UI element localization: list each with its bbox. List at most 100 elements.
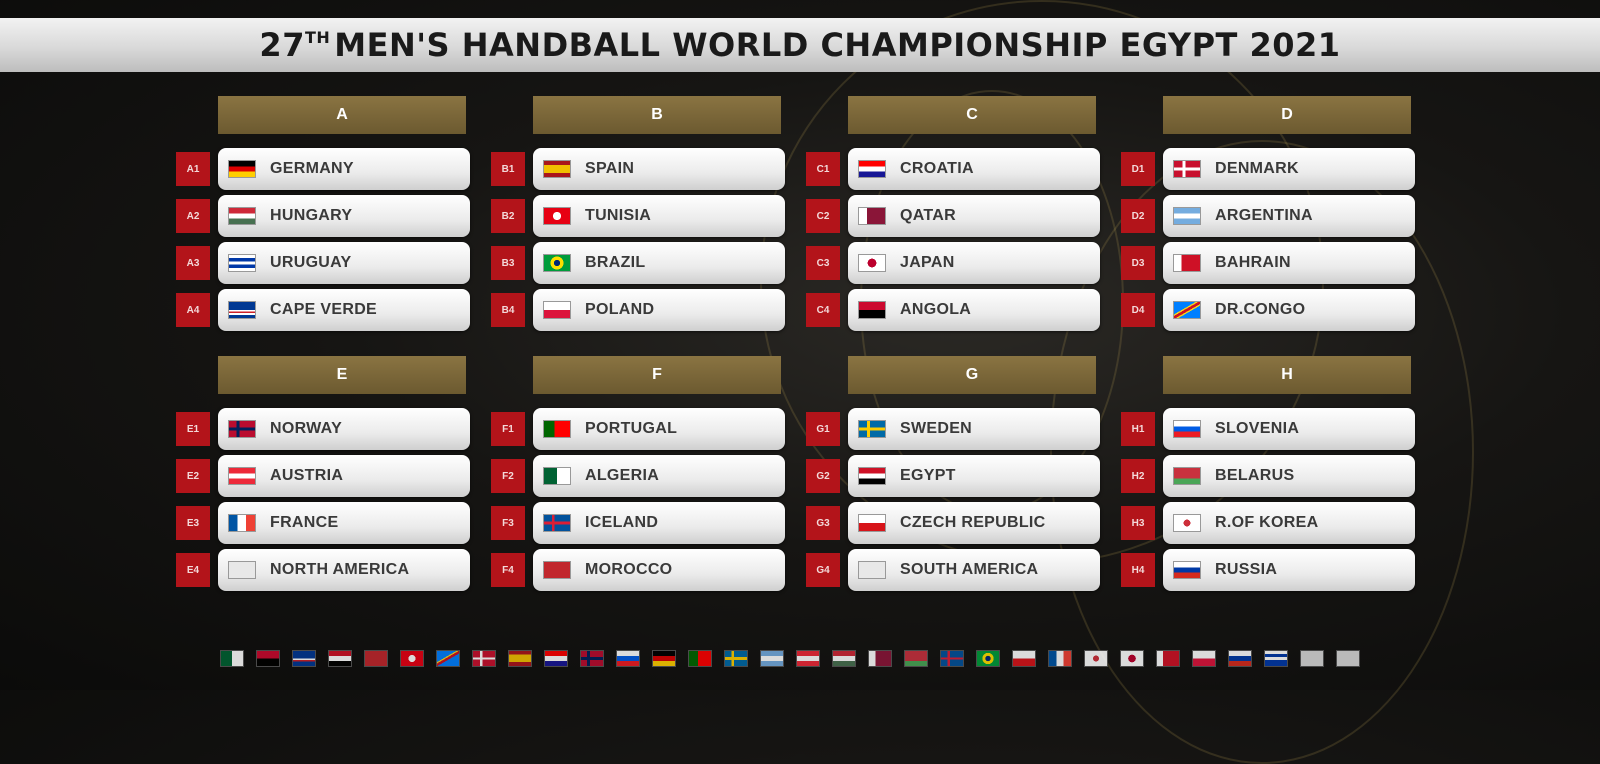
slot-badge: E4 (176, 553, 210, 587)
flag-icon (1173, 207, 1201, 225)
group-header: E (218, 356, 466, 394)
flag-icon (858, 420, 886, 438)
team-name: ALGERIA (585, 467, 660, 484)
team-name: ANGOLA (900, 301, 972, 318)
flag-icon (543, 160, 571, 178)
slot-badge: B1 (491, 152, 525, 186)
slot-badge: E1 (176, 412, 210, 446)
slot-badge: D2 (1121, 199, 1155, 233)
team-name: AUSTRIA (270, 467, 344, 484)
mini-flag-icon (436, 650, 460, 667)
team-name: SOUTH AMERICA (900, 561, 1039, 578)
slot-badge: C4 (806, 293, 840, 327)
mini-flag-icon (724, 650, 748, 667)
team-row: C1 CROATIA (806, 148, 1102, 190)
team-row: C3 JAPAN (806, 242, 1102, 284)
slot-badge: A3 (176, 246, 210, 280)
group-c: C C1 CROATIA C2 QATAR C3 JAPAN C4 ANGOLA (806, 96, 1102, 336)
slot-badge: E2 (176, 459, 210, 493)
mini-flag-icon (1192, 650, 1216, 667)
mini-flag-icon (940, 650, 964, 667)
team-card: ARGENTINA (1163, 195, 1415, 237)
flag-icon (1173, 467, 1201, 485)
flag-icon (543, 420, 571, 438)
flag-icon (228, 301, 256, 319)
team-card: BELARUS (1163, 455, 1415, 497)
title-ordinal: 27 (259, 26, 305, 64)
mini-flag-icon (544, 650, 568, 667)
team-row: H1 SLOVENIA (1121, 408, 1417, 450)
slot-badge: B2 (491, 199, 525, 233)
team-row: A2 HUNGARY (176, 195, 472, 237)
flag-icon (858, 301, 886, 319)
flag-strip (220, 650, 1360, 670)
flag-icon (543, 301, 571, 319)
mini-flag-icon (1300, 650, 1324, 667)
team-name: FRANCE (270, 514, 339, 531)
slot-badge: C2 (806, 199, 840, 233)
team-name: ARGENTINA (1215, 207, 1313, 224)
flag-icon (858, 561, 886, 579)
team-name: JAPAN (900, 254, 955, 271)
slot-badge: D1 (1121, 152, 1155, 186)
team-row: F3 ICELAND (491, 502, 787, 544)
team-row: B2 TUNISIA (491, 195, 787, 237)
flag-icon (228, 514, 256, 532)
slot-badge: C3 (806, 246, 840, 280)
mini-flag-icon (256, 650, 280, 667)
slot-badge: D3 (1121, 246, 1155, 280)
team-row: D4 DR.CONGO (1121, 289, 1417, 331)
mini-flag-icon (1048, 650, 1072, 667)
team-card: FRANCE (218, 502, 470, 544)
team-card: DENMARK (1163, 148, 1415, 190)
mini-flag-icon (904, 650, 928, 667)
team-card: SLOVENIA (1163, 408, 1415, 450)
team-name: CROATIA (900, 160, 974, 177)
team-card: JAPAN (848, 242, 1100, 284)
slot-badge: F1 (491, 412, 525, 446)
team-card: SWEDEN (848, 408, 1100, 450)
team-name: DR.CONGO (1215, 301, 1306, 318)
team-card: PORTUGAL (533, 408, 785, 450)
team-card: AUSTRIA (218, 455, 470, 497)
flag-icon (858, 254, 886, 272)
mini-flag-icon (220, 650, 244, 667)
group-header: D (1163, 96, 1411, 134)
team-row: E2 AUSTRIA (176, 455, 472, 497)
flag-icon (1173, 254, 1201, 272)
team-name: DENMARK (1215, 160, 1299, 177)
team-row: G3 CZECH REPUBLIC (806, 502, 1102, 544)
team-name: CAPE VERDE (270, 301, 378, 318)
team-name: RUSSIA (1215, 561, 1278, 578)
team-name: NORWAY (270, 420, 343, 437)
team-name: SLOVENIA (1215, 420, 1300, 437)
group-header: G (848, 356, 1096, 394)
team-card: MOROCCO (533, 549, 785, 591)
slot-badge: H1 (1121, 412, 1155, 446)
flag-icon (1173, 160, 1201, 178)
slot-badge: B4 (491, 293, 525, 327)
team-name: MOROCCO (585, 561, 673, 578)
mini-flag-icon (976, 650, 1000, 667)
team-card: ALGERIA (533, 455, 785, 497)
flag-icon (858, 514, 886, 532)
title-banner: 27TH MEN'S HANDBALL WORLD CHAMPIONSHIP EG… (0, 18, 1600, 72)
team-name: BRAZIL (585, 254, 646, 271)
team-card: EGYPT (848, 455, 1100, 497)
slot-badge: H2 (1121, 459, 1155, 493)
group-header: H (1163, 356, 1411, 394)
flag-icon (228, 467, 256, 485)
team-row: A4 CAPE VERDE (176, 289, 472, 331)
flag-icon (543, 254, 571, 272)
team-name: SPAIN (585, 160, 635, 177)
flag-icon (1173, 301, 1201, 319)
flag-icon (228, 207, 256, 225)
team-card: URUGUAY (218, 242, 470, 284)
team-name: ICELAND (585, 514, 659, 531)
team-row: G1 SWEDEN (806, 408, 1102, 450)
slot-badge: C1 (806, 152, 840, 186)
flag-icon (228, 160, 256, 178)
mini-flag-icon (508, 650, 532, 667)
team-card: RUSSIA (1163, 549, 1415, 591)
team-name: BAHRAIN (1215, 254, 1291, 271)
